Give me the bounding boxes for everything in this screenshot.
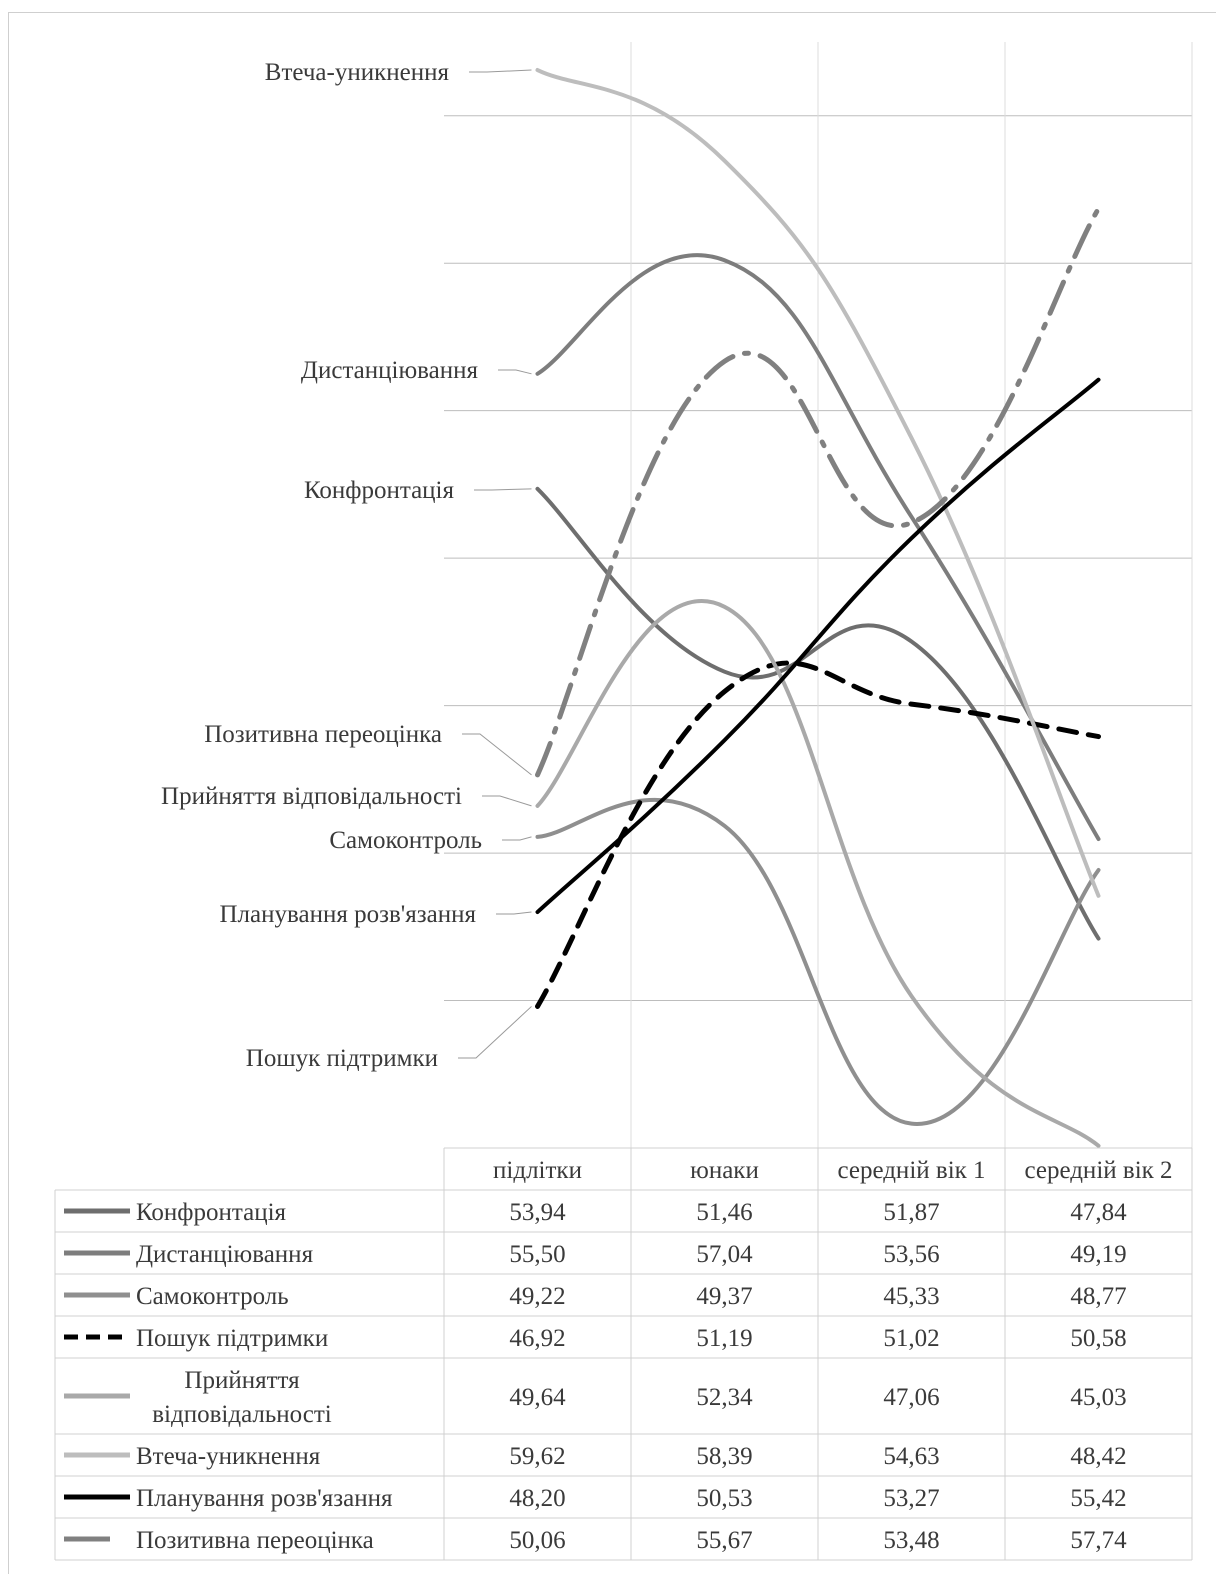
table-cell-value: 49,19 — [1070, 1241, 1126, 1268]
table-cell-value: 59,62 — [509, 1443, 565, 1470]
table-cell-value: 50,58 — [1070, 1325, 1126, 1352]
legend-name: Самоконтроль — [136, 1283, 289, 1310]
legend-name: Пошук підтримки — [136, 1325, 328, 1352]
series-line-5 — [535, 599, 1101, 1148]
table-cell-value: 52,34 — [696, 1384, 753, 1411]
label-leader-line — [496, 911, 532, 915]
table-cell-value: 53,56 — [883, 1241, 939, 1268]
label-leader-line — [498, 369, 532, 375]
series-label: Позитивна переоцінка — [204, 721, 442, 748]
table-cell-value: 49,37 — [696, 1283, 752, 1310]
label-leader-line — [458, 1006, 532, 1059]
series-lines — [535, 68, 1101, 1148]
table-cell-value: 57,04 — [696, 1241, 753, 1268]
table-cell-value: 46,92 — [509, 1325, 565, 1352]
label-leader-line — [462, 733, 532, 776]
table-cell-value: 51,02 — [883, 1325, 939, 1352]
label-leader-line — [482, 795, 532, 807]
series-label: Прийняття відповідальності — [161, 783, 462, 810]
table-cell-value: 48,42 — [1070, 1443, 1126, 1470]
category-label: підлітки — [493, 1157, 582, 1184]
legend-name: Планування розв'язання — [136, 1485, 393, 1512]
legend-name: Втеча-уникнення — [136, 1443, 321, 1470]
table-cell-value: 53,27 — [883, 1485, 939, 1512]
table-cell-value: 57,74 — [1070, 1527, 1127, 1554]
table-cell-value: 50,06 — [509, 1527, 565, 1554]
table-cell-value: 48,20 — [509, 1485, 565, 1512]
series-labels: Конфронтація Дистанціювання Самоконтроль По… — [161, 59, 532, 1072]
table-cell-value: 51,46 — [696, 1199, 752, 1226]
series-line-7 — [535, 377, 1101, 915]
series-label: Конфронтація — [304, 477, 455, 504]
chart-frame — [8, 12, 1216, 1574]
table-cell-value: 51,19 — [696, 1325, 752, 1352]
table-cell-value: 54,63 — [883, 1443, 939, 1470]
series-label: Планування розв'язання — [220, 901, 477, 928]
table-cell-value: 49,22 — [509, 1283, 565, 1310]
series-label: Втеча-уникнення — [265, 59, 450, 86]
table-cell-value: 55,50 — [509, 1241, 565, 1268]
label-leader-line — [474, 488, 532, 491]
category-label: середній вік 1 — [837, 1157, 985, 1184]
category-label: середній вік 2 — [1024, 1157, 1172, 1184]
legend-name: Прийняття відповідальності — [152, 1367, 332, 1428]
series-line-8 — [535, 206, 1101, 778]
table-cell-value: 47,06 — [883, 1384, 939, 1411]
grid — [444, 42, 1193, 1148]
table-cell-value: 55,67 — [696, 1527, 752, 1554]
table-cell-value: 53,48 — [883, 1527, 939, 1554]
series-line-4 — [535, 660, 1101, 1009]
legend-name: Дистанціювання — [136, 1241, 314, 1268]
series-label: Дистанціювання — [301, 357, 479, 384]
series-label: Самоконтроль — [329, 827, 482, 854]
series-label: Пошук підтримки — [246, 1045, 438, 1072]
table-cell-value: 50,53 — [696, 1485, 752, 1512]
table-cell-value: 49,64 — [509, 1384, 566, 1411]
series-line-1 — [535, 486, 1101, 941]
table-cell-value: 55,42 — [1070, 1485, 1126, 1512]
table-cell-value: 58,39 — [696, 1443, 752, 1470]
data-table: підлітки юнаки середній вік 1 середній вік … — [54, 1147, 1193, 1561]
category-label: юнаки — [690, 1157, 759, 1184]
label-leader-line — [502, 836, 532, 841]
table-cell-value: 45,33 — [883, 1283, 939, 1310]
table-cell-value: 53,94 — [509, 1199, 566, 1226]
table-cell-value: 45,03 — [1070, 1384, 1126, 1411]
table-cell-value: 51,87 — [883, 1199, 939, 1226]
label-leader-line — [469, 69, 532, 73]
series-line-6 — [535, 68, 1101, 898]
table-cell-value: 47,84 — [1070, 1199, 1127, 1226]
legend-name: Конфронтація — [136, 1199, 287, 1226]
legend-name: Позитивна переоцінка — [136, 1527, 374, 1554]
table-cell-value: 48,77 — [1070, 1283, 1126, 1310]
series-line-3 — [535, 797, 1101, 1126]
